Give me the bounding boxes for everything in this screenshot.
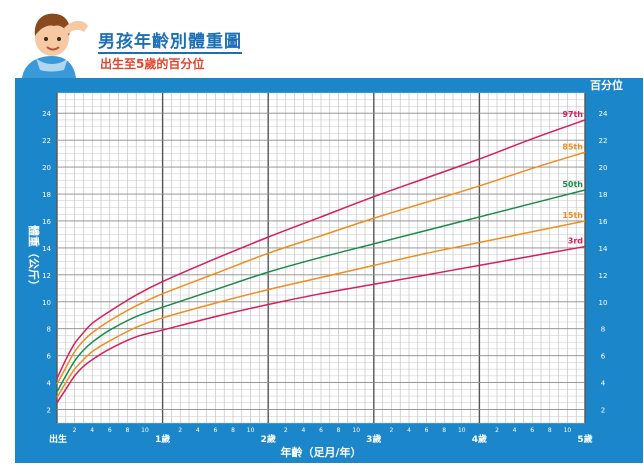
y-tick-label-left: 8	[47, 326, 51, 334]
chart-header: 男孩年齡別體重圖 出生至5歲的百分位	[0, 0, 644, 78]
x-tick-month-label: 8	[548, 427, 552, 434]
x-axis-label: 年齡（足月/年）	[280, 445, 361, 459]
x-tick-year-label: 出生	[49, 433, 67, 445]
x-tick-month-label: 10	[564, 427, 572, 434]
x-tick-month-label: 6	[425, 427, 429, 434]
x-tick-year-label: 3歲	[366, 433, 381, 445]
series-line-85th	[56, 151, 586, 385]
x-tick-month-label: 10	[458, 427, 466, 434]
y-tick-label-right: 16	[599, 218, 608, 226]
x-tick-month-label: 2	[178, 427, 182, 434]
x-tick-month-label: 6	[213, 427, 217, 434]
y-tick-label-right: 14	[599, 245, 608, 253]
y-axis-label: 體重（公斤）	[27, 225, 41, 291]
series-label-85th: 85th	[562, 142, 583, 151]
x-tick-month-label: 4	[513, 427, 517, 434]
y-tick-label-left: 24	[42, 110, 51, 118]
y-tick-label-left: 6	[47, 353, 52, 361]
grid-major	[56, 93, 586, 423]
series-line-97th	[56, 119, 586, 379]
y-tick-label-right: 2	[601, 407, 605, 415]
x-tick-labels: 2 4 6 8 10 2 4 6 8 10 2 4 6 8 10 2 4 6 8 10 2 4 6 8 10 出生 1歲 2歲 3歲 4歲…	[49, 427, 593, 445]
y-tick-label-left: 20	[42, 164, 51, 172]
x-tick-month-label: 8	[337, 427, 341, 434]
series-label-97th: 97th	[562, 110, 583, 119]
right-axis-title: 百分位	[590, 78, 623, 92]
x-tick-month-label: 10	[247, 427, 255, 434]
x-tick-month-label: 6	[319, 427, 323, 434]
x-tick-month-label: 10	[141, 427, 149, 434]
x-tick-month-label: 2	[389, 427, 393, 434]
grid-minor	[57, 92, 585, 424]
series-line-3rd	[56, 245, 586, 404]
y-tick-label-right: 24	[599, 110, 608, 118]
x-tick-month-label: 8	[125, 427, 129, 434]
series-labels: 97th 85th 50th 15th 3rd	[562, 110, 583, 246]
x-tick-year-label: 5歲	[577, 433, 592, 445]
chart-title: 男孩年齡別體重圖	[98, 32, 242, 54]
x-tick-month-label: 6	[108, 427, 112, 434]
x-tick-month-label: 4	[301, 427, 305, 434]
x-tick-month-label: 2	[73, 427, 77, 434]
y-tick-label-left: 22	[42, 137, 51, 145]
y-tick-label-right: 6	[601, 353, 606, 361]
chart-panel: 2 4 6 8 10 12 14 16 18 20 22 24 2 4 6 8 10 12 14 16 18 20 22 2…	[15, 78, 643, 463]
y-tick-label-right: 8	[601, 326, 605, 334]
series-label-50th: 50th	[562, 180, 583, 189]
chart-subtitle: 出生至5歲的百分位	[100, 57, 205, 71]
x-tick-month-label: 2	[284, 427, 288, 434]
x-tick-month-label: 8	[442, 427, 446, 434]
x-tick-month-label: 4	[407, 427, 411, 434]
boy-saluting-illustration	[22, 13, 88, 78]
y-tick-label-right: 10	[599, 299, 608, 307]
y-tick-label-right: 4	[601, 380, 606, 388]
y-tick-label-right: 18	[599, 191, 608, 199]
series-label-15th: 15th	[562, 211, 583, 220]
series-label-3rd: 3rd	[568, 237, 584, 246]
x-tick-month-label: 8	[231, 427, 235, 434]
y-tick-label-left: 10	[42, 299, 51, 307]
y-tick-label-left: 14	[42, 245, 51, 253]
x-tick-month-label: 6	[530, 427, 534, 434]
y-tick-label-right: 20	[599, 164, 608, 172]
series-line-50th	[56, 189, 586, 393]
y-tick-label-left: 2	[47, 407, 51, 415]
y-tick-label-right: 22	[599, 137, 608, 145]
x-tick-month-label: 4	[196, 427, 200, 434]
x-tick-month-label: 10	[352, 427, 360, 434]
y-tick-label-left: 4	[47, 380, 52, 388]
x-tick-year-label: 4歲	[472, 433, 487, 445]
y-tick-label-left: 18	[42, 191, 51, 199]
x-tick-year-label: 1歲	[155, 433, 170, 445]
series-layer	[56, 119, 586, 404]
x-tick-month-label: 2	[495, 427, 499, 434]
y-tick-label-left: 16	[42, 218, 51, 226]
y-tick-label-left: 12	[42, 272, 51, 280]
x-tick-year-label: 2歲	[261, 433, 276, 445]
x-tick-month-label: 4	[90, 427, 94, 434]
y-tick-label-right: 12	[599, 272, 608, 280]
series-line-15th	[56, 220, 586, 398]
